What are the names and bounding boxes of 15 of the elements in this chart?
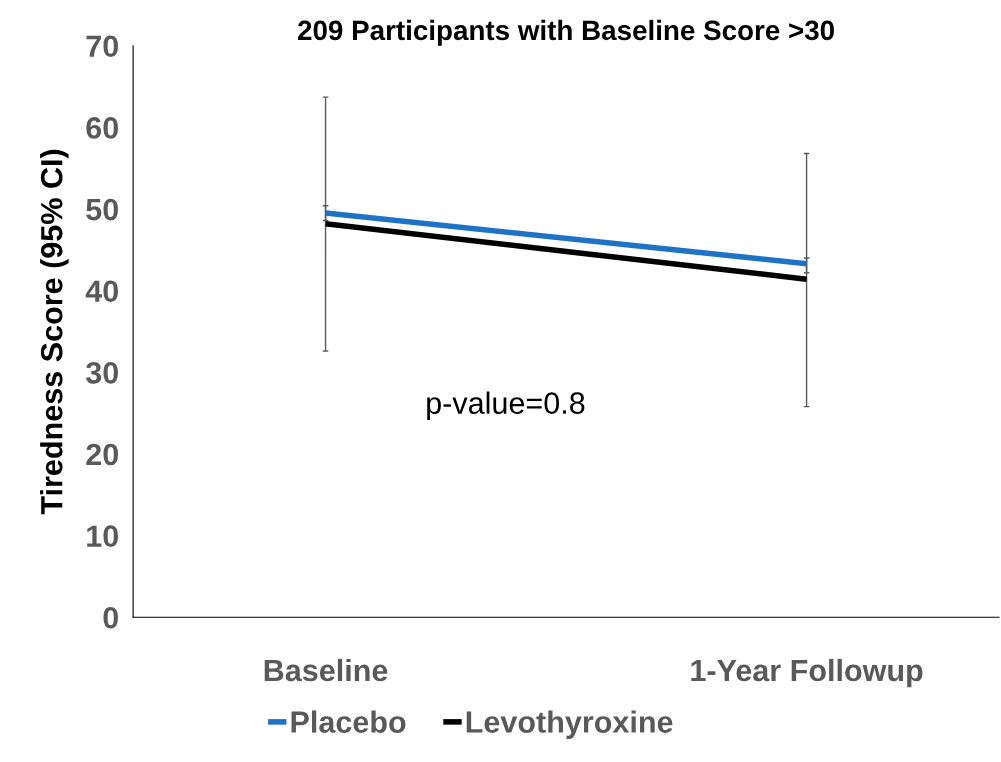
y-tick-label: 0 bbox=[103, 606, 118, 629]
y-tick-label: 20 bbox=[86, 443, 118, 466]
y-axis-title: Tiredness Score (95% CI) bbox=[40, 149, 69, 515]
legend-label: Placebo bbox=[291, 710, 406, 733]
y-tick-label: 60 bbox=[86, 117, 118, 139]
annotation: p-value=0.8 bbox=[427, 391, 585, 421]
y-tick-label: 40 bbox=[85, 280, 118, 303]
x-tick-label: 1-Year Followup bbox=[691, 658, 923, 688]
y-tick-label: 50 bbox=[86, 198, 118, 221]
y-tick-label: 70 bbox=[86, 35, 118, 58]
x-tick-label: Baseline bbox=[264, 658, 388, 682]
y-tick-label: 10 bbox=[87, 525, 118, 547]
chart-title: 209 Participants with Baseline Score >30 bbox=[298, 19, 834, 46]
y-tick-label: 30 bbox=[85, 362, 118, 384]
legend-label: Levothyroxine bbox=[466, 710, 673, 739]
